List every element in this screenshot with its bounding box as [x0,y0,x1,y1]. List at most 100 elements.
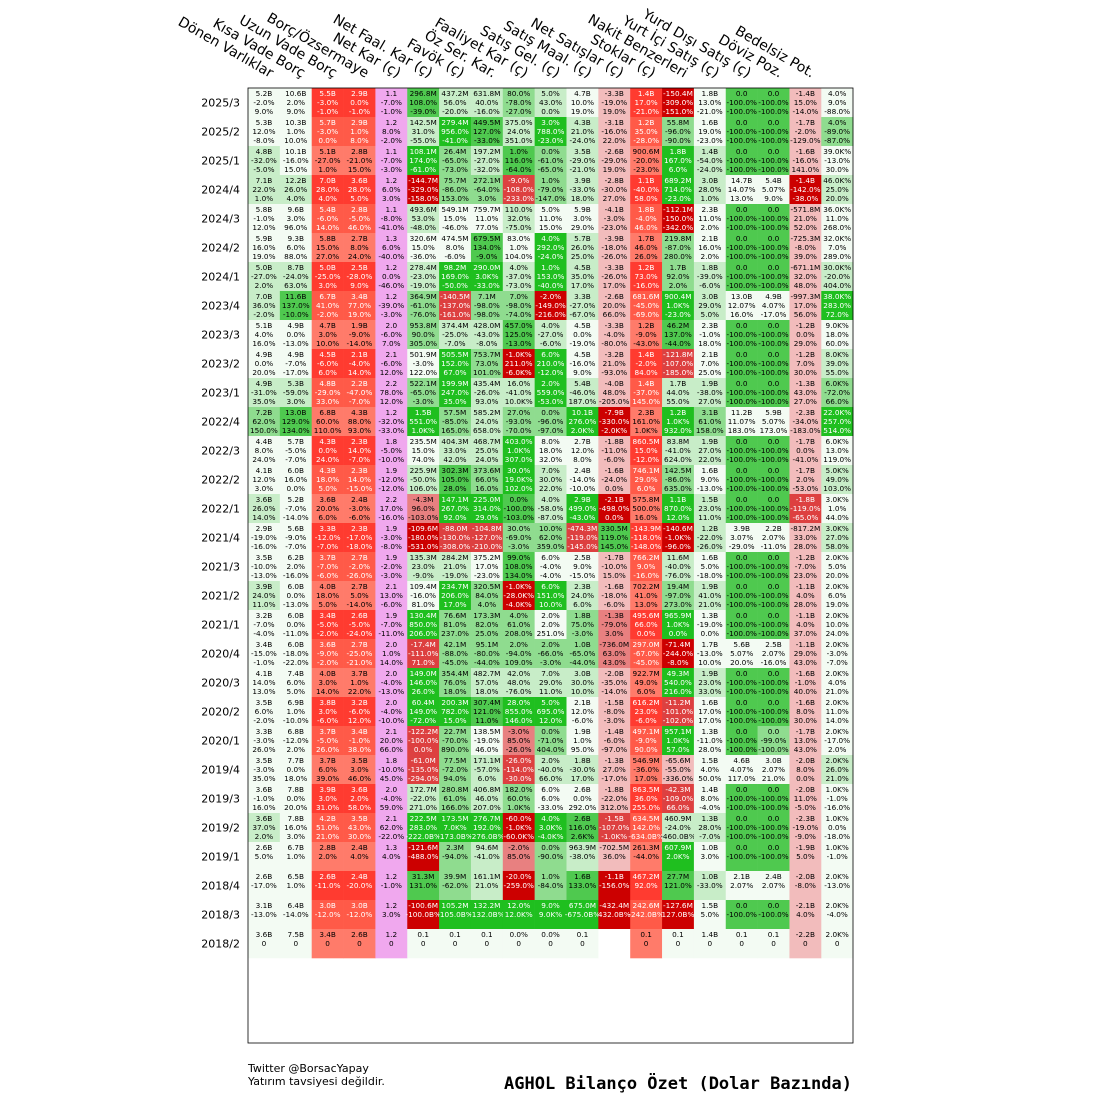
cell-value: -1.0% [253,658,274,667]
cell-value: 3.0B [319,901,336,910]
cell-value: -90.0% [665,136,691,145]
cell-value: 60.0% [826,339,849,348]
cell-value: 2.0 [386,698,398,707]
cell-value: 145.0% [600,542,628,551]
cell-value: 5.1B [256,321,273,330]
cell-value: 4.0% [796,910,815,919]
row-label: 2020/3 [201,677,240,690]
cell-value: 11.0% [539,687,562,696]
heatmap-cell [534,88,567,118]
cell-value: -18.0% [347,542,373,551]
cell-value: 15.0% [284,165,307,174]
heatmap-cell [407,349,440,379]
cell-value: -100.0% [758,745,789,754]
cell-value: -4.0B [605,379,624,388]
cell-value: 3.0% [382,194,401,203]
row-label: 2023/3 [201,329,240,342]
cell-value: 965.9M [664,611,691,620]
cell-value: 3.0B [702,292,719,301]
cell-value: -27.0% [538,330,564,339]
cell-value: -2.0% [795,127,816,136]
cell-value: 0.0 [768,118,780,127]
cell-value: -15.0% [347,484,373,493]
cell-value: -100.0% [758,620,789,629]
heatmap-cell [470,175,504,205]
cell-value: 2.2 [386,379,398,388]
cell-value: 11.07% [728,417,756,426]
cell-value: -65.0% [410,388,436,397]
cell-value: 30.0% [794,716,817,725]
heatmap-cell [821,146,854,176]
cell-value: -100.0% [758,252,789,261]
cell-value: 406.8M [473,785,500,794]
cell-value: -1.9B [796,843,815,852]
cell-value: 55.0% [826,368,849,377]
heatmap-cell [248,117,281,147]
cell-value: 29.0% [635,475,658,484]
cell-value: 0.0% [541,107,560,116]
cell-value: 7.0B [319,176,336,185]
heatmap-cell [821,349,854,379]
cell-value: 0.0 [736,582,748,591]
cell-value: 2.0K% [826,640,849,649]
cell-value: -107.0% [599,823,630,832]
cell-value: -100.0% [758,562,789,571]
cell-value: 71.0% [412,658,435,667]
cell-value: -10.0% [570,484,596,493]
cell-value: 66.0% [826,397,849,406]
cell-value: 18.0% [539,446,562,455]
cell-value: 2.0% [287,98,306,107]
row-label: 2022/2 [201,474,240,487]
cell-value: -2.3B [796,814,815,823]
heatmap-cell [566,291,599,321]
cell-value: 22.0% [348,687,371,696]
cell-value: 3.0% [318,707,337,716]
cell-value: 39.0% [316,774,339,783]
cell-value: 1.5B [415,408,432,417]
cell-value: -150.0% [663,214,694,223]
heatmap-cell [725,117,758,147]
cell-value: -6.0% [349,513,370,522]
cell-value: 4.3B [319,466,336,475]
cell-value: -13.0% [251,571,277,580]
cell-value: -2.0% [253,98,274,107]
cell-value: 3.3B [574,292,591,301]
cell-value: -100.0% [758,803,789,812]
cell-value: -100.0% [758,243,789,252]
cell-value: -4.0% [253,629,274,638]
cell-value: -100.0% [758,165,789,174]
cell-value: 2.0% [350,794,369,803]
cell-value: 35.0% [252,397,275,406]
cell-value: 1.6B [702,698,719,707]
cell-value: 15.0% [412,446,435,455]
cell-value: 6.0% [318,368,337,377]
cell-value: -16.0% [378,513,404,522]
cell-value: -100.0% [726,736,757,745]
cell-value: -35.0% [601,678,627,687]
cell-value: 105.2M [441,901,468,910]
cell-value: 280.0% [664,252,692,261]
cell-value: -43.0% [570,513,596,522]
cell-value: 1.0% [828,504,847,513]
cell-value: 963.9M [569,843,596,852]
cell-value: -45.0% [442,658,468,667]
cell-value: 1.1 [386,205,398,214]
cell-value: 83.0% [507,234,530,243]
cell-value: 14.07% [728,185,756,194]
cell-value: 374.4M [441,321,468,330]
cell-value: -100.0% [726,707,757,716]
cell-value: 1.0% [287,852,306,861]
heatmap-cell [407,291,440,321]
cell-value: -100.0% [758,591,789,600]
cell-value: -26.0% [474,388,500,397]
cell-value: -100.0% [726,339,757,348]
cell-value: 1.2B [638,118,655,127]
cell-value: 72.0% [826,310,849,319]
heatmap-cell [279,204,312,234]
cell-value: -100.0% [726,591,757,600]
cell-value: 26.0% [571,243,594,252]
row-label: 2022/1 [201,503,240,516]
cell-value: 187.0% [569,397,597,406]
heatmap-cell [598,88,631,118]
cell-value: 17.0% [475,562,498,571]
